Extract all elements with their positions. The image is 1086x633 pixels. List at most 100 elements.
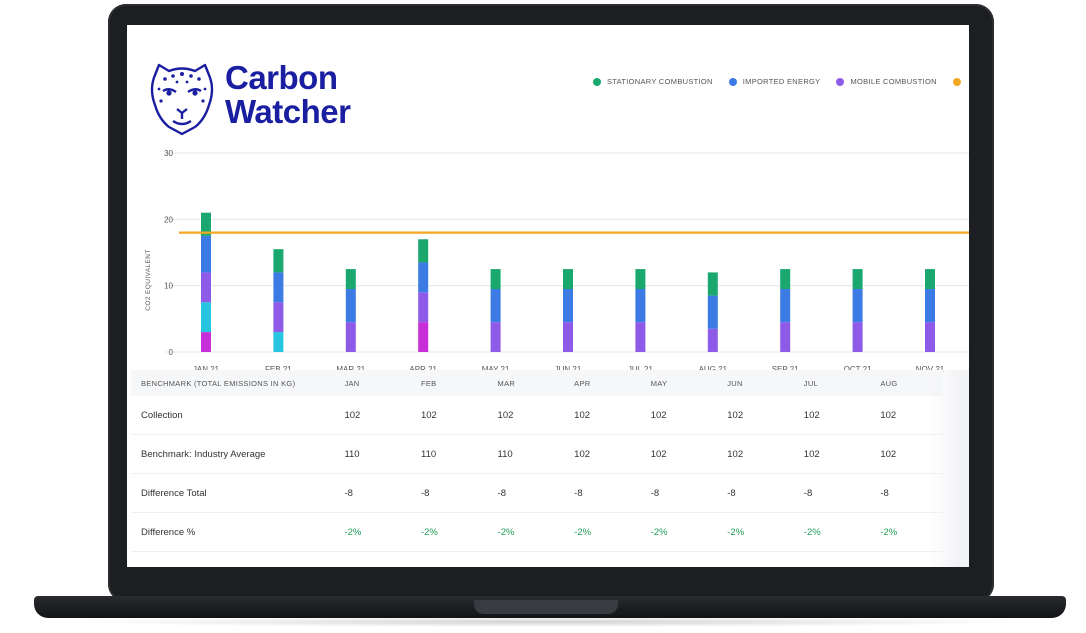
brand-name: Carbon Watcher — [225, 61, 405, 129]
bar-segment-magenta[interactable] — [201, 332, 211, 352]
bar-segment-purple[interactable] — [345, 322, 356, 352]
bar-segment-purple[interactable] — [201, 272, 211, 303]
bar-segment-blue[interactable] — [273, 272, 284, 303]
x-tick-label: SEP 21 — [772, 365, 800, 374]
leopard-logo-icon — [150, 63, 214, 136]
x-tick-label: JUL 21 — [628, 365, 654, 374]
table-cell: -8 — [406, 473, 484, 513]
table-cell: -8 — [560, 473, 637, 513]
bar-segment-green[interactable] — [273, 249, 284, 273]
x-tick-label: AUG 21 — [699, 365, 728, 374]
bar-segment-blue[interactable] — [201, 235, 211, 273]
table-cell: -2% — [636, 512, 714, 552]
bar-segment-green[interactable] — [925, 269, 935, 289]
table-row: Collection 102 102 102 102 102 102 102 1… — [131, 396, 943, 435]
y-axis-label: CO2 EQUIVALENT — [145, 249, 152, 310]
table-row: Difference % -2% -2% -2% -2% -2% -2% -2%… — [131, 512, 943, 552]
table-cell: 102 — [789, 434, 867, 474]
legend-dot-icon — [836, 77, 845, 86]
row-label: Collection — [131, 396, 331, 435]
bar-segment-purple[interactable] — [418, 292, 429, 323]
col-jan: JAN — [330, 370, 407, 396]
bar-segment-blue[interactable] — [490, 288, 501, 323]
legend-item-stationary[interactable]: STATIONARY COMBUSTION — [593, 77, 713, 86]
legend-label: STATIONARY COMBUSTION — [607, 77, 713, 86]
table-cell: -8 — [483, 473, 561, 513]
bar-segment-blue[interactable] — [780, 288, 791, 323]
table-cell: 102 — [636, 434, 714, 474]
col-apr: APR — [560, 370, 637, 396]
legend-dot-icon — [593, 77, 601, 86]
bar-segment-green[interactable] — [563, 269, 573, 289]
emissions-bar-chart: CO2 EQUIVALENT 0 10 20 30 JAN 21 FEB 21 MAR 2… — [145, 149, 969, 374]
bar-segment-blue[interactable] — [345, 288, 356, 323]
x-tick-label: JUN 21 — [555, 365, 582, 374]
bar-segment-cyan[interactable] — [273, 332, 284, 352]
table-cell: -8 — [713, 473, 790, 513]
bar-segment-blue[interactable] — [563, 288, 573, 323]
legend-item-benchmark[interactable] — [952, 77, 967, 86]
bar-segment-blue[interactable] — [852, 288, 863, 323]
bar-segment-purple[interactable] — [925, 322, 935, 352]
row-label: Difference Total — [131, 473, 331, 513]
bar-segment-green[interactable] — [780, 269, 791, 289]
benchmark-table: BENCHMARK (TOTAL EMISSIONS IN KG) JAN FE… — [127, 370, 969, 567]
row-label: Benchmark: Industry Average — [131, 434, 331, 474]
x-tick-label: NOV 21 — [916, 365, 945, 374]
chart-legend: STATIONARY COMBUSTION IMPORTED ENERGY MO… — [593, 77, 967, 86]
table-cell: 102 — [789, 396, 867, 435]
table-scroll-fade — [929, 370, 969, 567]
table-cell: 110 — [406, 434, 484, 474]
laptop-shadow — [60, 617, 1040, 627]
bar-segment-green[interactable] — [635, 269, 646, 289]
table-cell: 102 — [330, 396, 407, 435]
bar-segment-blue[interactable] — [925, 288, 935, 323]
bar-segment-magenta[interactable] — [418, 322, 429, 352]
table-cell: -2% — [560, 512, 637, 552]
bar-segment-purple[interactable] — [707, 328, 718, 352]
col-jun: JUN — [713, 370, 790, 396]
col-feb: FEB — [406, 370, 484, 396]
y-tick-label: 10 — [164, 282, 173, 291]
table-cell: -8 — [330, 473, 407, 513]
bar-segment-green[interactable] — [201, 212, 211, 236]
table-cell: -8 — [636, 473, 714, 513]
bar-segment-blue[interactable] — [707, 295, 718, 329]
bar-segment-purple[interactable] — [273, 302, 284, 333]
y-tick-label: 0 — [169, 348, 174, 357]
bar-segment-green[interactable] — [345, 269, 356, 289]
legend-item-imported[interactable]: IMPORTED ENERGY — [728, 77, 821, 86]
bar-segment-cyan[interactable] — [201, 302, 211, 333]
x-tick-label: MAY 21 — [482, 365, 510, 374]
legend-dot-icon — [952, 77, 961, 86]
table-cell: 102 — [713, 396, 790, 435]
table-cell: 102 — [560, 434, 637, 474]
x-tick-label: MAR 21 — [336, 365, 365, 374]
bar-segment-purple[interactable] — [780, 322, 791, 352]
bar-segment-purple[interactable] — [635, 322, 646, 352]
y-tick-label: 30 — [164, 149, 173, 158]
table-cell: -2% — [713, 512, 790, 552]
legend-label: MOBILE COMBUSTION — [850, 77, 937, 86]
table-cell: -2% — [483, 512, 561, 552]
table-cell: -2% — [789, 512, 867, 552]
legend-item-mobile[interactable]: MOBILE COMBUSTION — [836, 77, 937, 86]
bar-segment-blue[interactable] — [418, 262, 429, 293]
table-cell: 102 — [406, 396, 484, 435]
bar-segment-green[interactable] — [852, 269, 863, 289]
x-tick-label: OCT 21 — [844, 365, 872, 374]
brand-line-2: Watcher — [225, 93, 351, 130]
bar-segment-purple[interactable] — [563, 322, 573, 352]
bar-segment-green[interactable] — [707, 272, 718, 296]
table-row: Benchmark: Industry Average 110 110 110 … — [131, 434, 943, 474]
table-header-label: BENCHMARK (TOTAL EMISSIONS IN KG) — [131, 370, 331, 396]
bar-segment-blue[interactable] — [635, 288, 646, 323]
table-cell: 102 — [483, 396, 561, 435]
col-jul: JUL — [789, 370, 867, 396]
table-row: Difference Total -8 -8 -8 -8 -8 -8 -8 -8 — [131, 473, 943, 513]
bar-segment-purple[interactable] — [490, 322, 501, 352]
bar-segment-green[interactable] — [490, 269, 501, 289]
bar-segment-green[interactable] — [418, 239, 429, 263]
bar-segment-purple[interactable] — [852, 322, 863, 352]
table-cell: -2% — [406, 512, 484, 552]
